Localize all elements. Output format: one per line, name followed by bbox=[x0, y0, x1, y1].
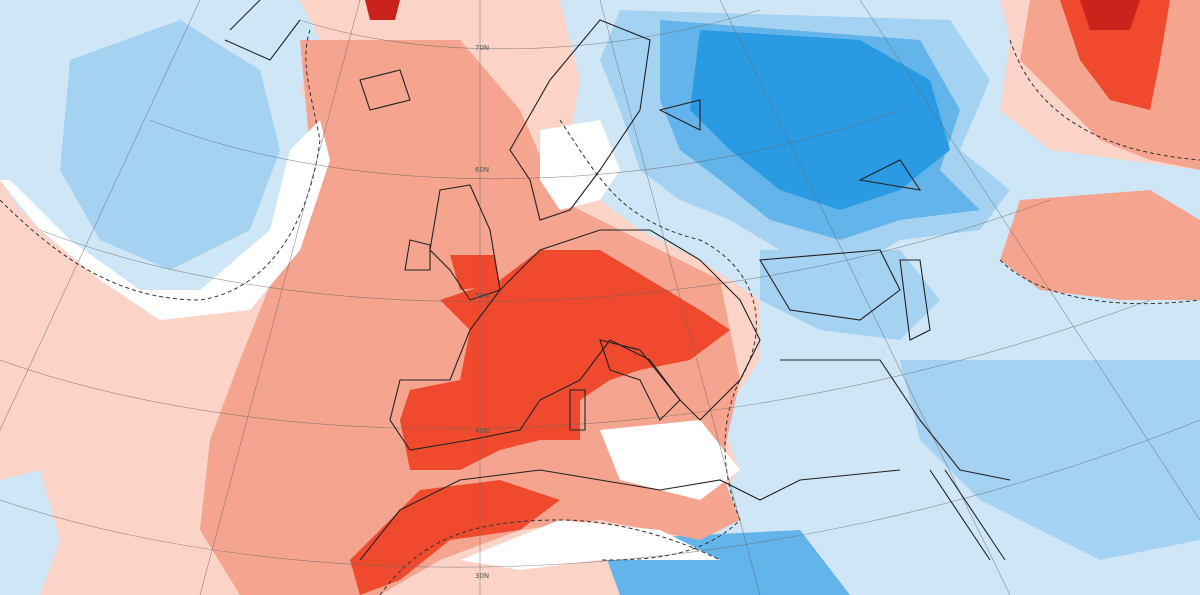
coast-sardinia bbox=[569, 389, 586, 431]
cool-region-black-sea bbox=[760, 250, 940, 340]
contour-central-asia bbox=[999, 259, 1200, 305]
meridian-4 bbox=[599, 0, 761, 595]
warm-anomaly-regions bbox=[200, 0, 1200, 595]
latitude-labels: 70N 60N 50N 40N 30N bbox=[475, 44, 489, 580]
neutral-band-scandinavia bbox=[540, 120, 620, 210]
parallel-60 bbox=[149, 109, 901, 180]
contour-africa bbox=[379, 519, 721, 595]
cool-region-atlantic-north-mid bbox=[60, 20, 280, 270]
coast-red-sea bbox=[929, 469, 1006, 561]
lat-label-40n: 40N bbox=[475, 427, 489, 435]
cool-region-russia-strong bbox=[690, 30, 950, 210]
coast-russia-lakes bbox=[658, 99, 922, 191]
warm-region-western-europe bbox=[400, 250, 730, 470]
contour-ne-asia bbox=[1009, 39, 1200, 161]
lat-label-70n: 70N bbox=[475, 44, 489, 52]
lat-label-30n: 30N bbox=[475, 572, 489, 580]
coastlines bbox=[224, 0, 1011, 561]
meridian-2 bbox=[199, 0, 361, 595]
neutral-band-med bbox=[600, 420, 740, 500]
coast-europe bbox=[389, 229, 761, 451]
meridian-6 bbox=[859, 0, 1200, 521]
warm-region-ne-asia-core bbox=[1080, 0, 1140, 30]
coast-middle-east bbox=[780, 359, 1011, 481]
warm-region-greenland-strong bbox=[365, 0, 400, 20]
warm-region-central-asia bbox=[1000, 190, 1200, 300]
coast-italy bbox=[599, 339, 681, 421]
coast-iceland bbox=[359, 69, 411, 111]
coast-africa bbox=[359, 469, 901, 561]
parallel-30 bbox=[0, 419, 1200, 568]
parallel-50 bbox=[39, 199, 1051, 302]
meridian-1 bbox=[0, 0, 201, 431]
neutral-band-atlantic bbox=[0, 120, 330, 320]
warm-region-ne-asia-strong bbox=[1060, 0, 1170, 110]
coast-greenland bbox=[224, 0, 301, 61]
cool-region-middle-east bbox=[900, 360, 1200, 560]
warm-region-uk bbox=[450, 255, 500, 290]
lat-label-60n: 60N bbox=[475, 166, 489, 174]
coast-scandinavia bbox=[509, 19, 651, 221]
coast-uk bbox=[404, 184, 501, 301]
parallel-40 bbox=[0, 299, 1151, 430]
contour-atlantic bbox=[0, 29, 321, 301]
coast-caspian bbox=[899, 259, 931, 341]
coast-black-sea bbox=[759, 249, 901, 321]
parallel-70 bbox=[299, 9, 761, 50]
cool-region-sw-corner bbox=[0, 470, 60, 595]
lat-label-50n: 50N bbox=[475, 292, 489, 300]
